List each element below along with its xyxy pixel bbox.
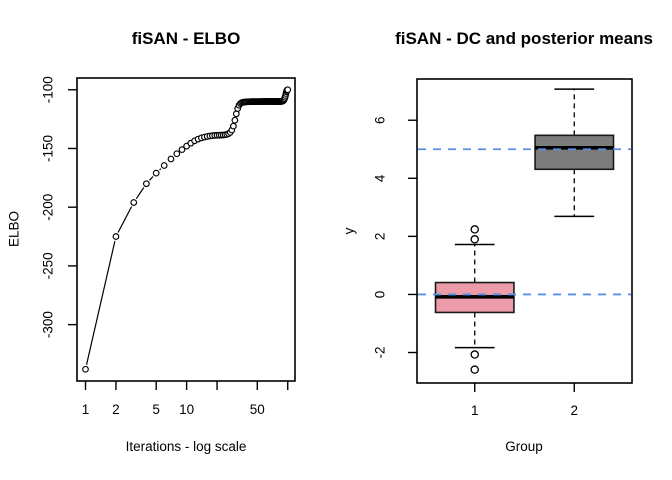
- elbo-trace-point: [178, 146, 186, 154]
- dc-posterior-means-y-tick-label: 4: [373, 174, 388, 182]
- elbo-trace-x-tick-label: 1: [82, 402, 90, 417]
- elbo-trace-plot-box: [76, 77, 296, 382]
- dc-posterior-means-x-tick-label: 1: [471, 403, 479, 418]
- elbo-trace-point: [284, 86, 292, 94]
- dc-posterior-means-x-axis-label: Group: [505, 439, 543, 454]
- dc-posterior-means-y-tick-label: 2: [373, 233, 388, 241]
- elbo-trace-point: [130, 199, 138, 206]
- elbo-trace-segment: [85, 240, 116, 365]
- elbo-trace-point: [82, 365, 89, 373]
- elbo-trace-x-tick-label: 5: [152, 402, 160, 417]
- dc-posterior-means-plot-box: [416, 78, 633, 384]
- outlier-point: [470, 365, 479, 374]
- elbo-trace-segment: [149, 176, 154, 181]
- elbo-trace-segments: [85, 168, 162, 365]
- dc-posterior-means-chart: 1 2 -2 0 2 4 6 fiSAN - DC and posterior means Gr…: [342, 29, 653, 454]
- elbo-trace-y-tick-label: -150: [41, 135, 56, 162]
- outlier-point: [470, 235, 479, 244]
- elbo-trace-x-tick-label: 50: [250, 402, 265, 417]
- elbo-trace-point: [167, 155, 175, 163]
- outlier-point: [470, 350, 479, 359]
- elbo-trace-x-tick-label: 2: [112, 402, 120, 417]
- elbo-trace-segment: [135, 187, 145, 200]
- dc-posterior-means-box-group-1: [434, 225, 515, 374]
- elbo-trace-y-tick-label: -250: [41, 252, 56, 279]
- elbo-trace-point: [173, 150, 181, 158]
- elbo-trace-y-axis-label: ELBO: [7, 211, 22, 247]
- iqr-box: [534, 134, 615, 171]
- elbo-trace-point: [143, 180, 150, 188]
- dc-posterior-means-y-axis-label: y: [342, 227, 357, 234]
- dc-posterior-means-y-tick-label: 0: [373, 291, 388, 299]
- elbo-trace-x-axis-label: Iterations - log scale: [126, 439, 247, 454]
- dc-posterior-means-x-tick-label: 2: [571, 403, 579, 418]
- outlier-point: [470, 225, 479, 234]
- elbo-trace-chart: 1 2 5 10 50 -100 -150 -200 -250 -300 fiSAN - ELBO I…: [7, 29, 296, 454]
- elbo-trace-title: fiSAN - ELBO: [132, 29, 241, 48]
- elbo-trace-segment: [117, 206, 133, 233]
- elbo-trace-x-tick-label: 10: [179, 402, 194, 417]
- elbo-trace-y-tick-label: -100: [41, 76, 56, 103]
- elbo-trace-y-tick-label: -300: [41, 311, 56, 338]
- elbo-trace-point: [152, 169, 160, 177]
- elbo-trace-point: [231, 116, 239, 124]
- dc-posterior-means-title: fiSAN - DC and posterior means: [395, 29, 653, 48]
- elbo-trace-points: [82, 86, 292, 373]
- dc-posterior-means-y-tick-label: -2: [373, 347, 388, 359]
- dc-posterior-means-box-group-2: [534, 88, 615, 218]
- elbo-trace-point: [112, 233, 120, 240]
- elbo-trace-point: [229, 122, 237, 130]
- elbo-trace-segment: [159, 168, 162, 171]
- elbo-trace-point: [160, 162, 168, 169]
- elbo-trace-y-tick-label: -200: [41, 194, 56, 221]
- dc-posterior-means-y-tick-label: 6: [373, 116, 388, 124]
